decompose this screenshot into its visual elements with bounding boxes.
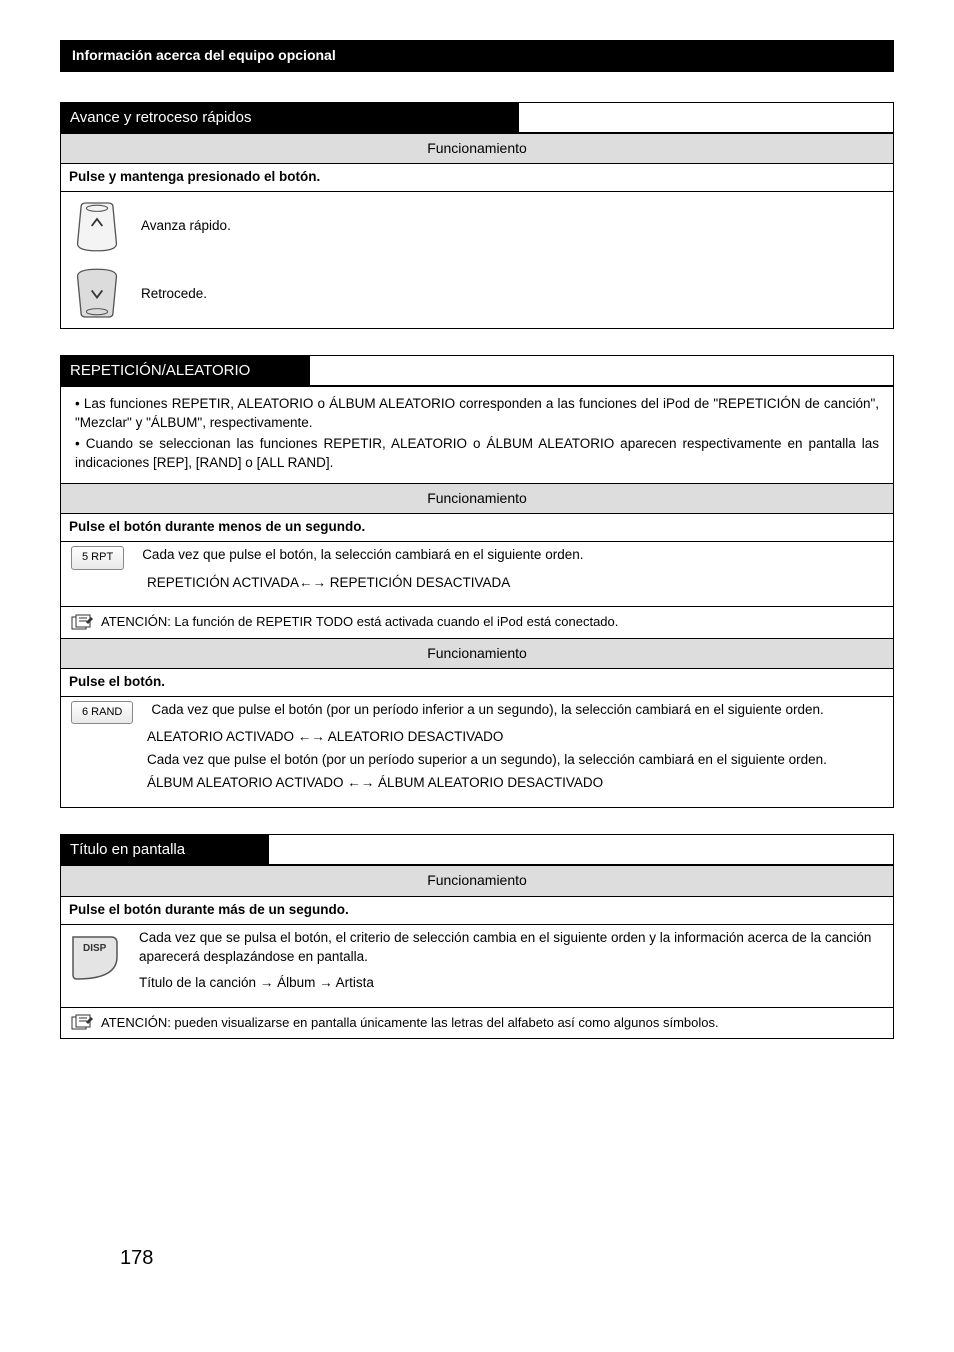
bullet-2: • Cuando se seleccionan las funciones RE… [75, 435, 879, 473]
chapter-header: Información acerca del equipo opcional [60, 40, 894, 72]
rand-desc-3: Cada vez que pulse el botón (por un perí… [147, 751, 883, 770]
spacer [269, 834, 895, 865]
note-icon [71, 614, 93, 632]
page-number: 178 [120, 1244, 153, 1272]
disp-desc-2: Título de la canción → Álbum → Artista [139, 974, 883, 993]
spacer [519, 102, 894, 133]
note-1: ATENCIÓN: La función de REPETIR TODO est… [101, 613, 618, 631]
instruction-3: Pulse el botón durante más de un segundo… [61, 896, 893, 925]
rewind-label: Retrocede. [141, 285, 207, 304]
rpt-desc-1: Cada vez que pulse el botón, la selecció… [142, 546, 883, 565]
section2-title: REPETICIÓN/ALEATORIO [60, 355, 310, 386]
spacer [310, 355, 894, 386]
rand-desc-1: Cada vez que pulse el botón (por un perí… [151, 701, 883, 720]
instruction-2b: Pulse el botón. [61, 668, 893, 697]
note-icon [71, 1014, 93, 1032]
rand-button-icon: 6 RAND [71, 701, 133, 724]
section1-title: Avance y retroceso rápidos [60, 102, 519, 133]
svg-text:DISP: DISP [83, 943, 107, 954]
func-header: Funcionamiento [61, 638, 893, 669]
rpt-desc-2: REPETICIÓN ACTIVADA←→ REPETICIÓN DESACTI… [147, 574, 883, 593]
disp-button-icon: DISP [71, 935, 121, 987]
rpt-button-icon: 5 RPT [71, 546, 124, 569]
rand-desc-2: ALEATORIO ACTIVADO ←→ ALEATORIO DESACTIV… [147, 728, 883, 747]
func-header: Funcionamiento [61, 133, 893, 164]
func-header: Funcionamiento [61, 483, 893, 514]
func-header: Funcionamiento [61, 865, 893, 896]
instruction-1: Pulse y mantenga presionado el botón. [61, 163, 893, 192]
note-2: ATENCIÓN: pueden visualizarse en pantall… [101, 1014, 719, 1032]
down-button-icon [73, 270, 121, 318]
bullet-1: • Las funciones REPETIR, ALEATORIO o ÁLB… [75, 395, 879, 433]
disp-desc-1: Cada vez que se pulsa el botón, el crite… [139, 929, 883, 967]
section3-title: Título en pantalla [60, 834, 269, 865]
rand-desc-4: ÁLBUM ALEATORIO ACTIVADO ←→ ÁLBUM ALEATO… [147, 774, 883, 793]
instruction-2a: Pulse el botón durante menos de un segun… [61, 513, 893, 542]
up-button-icon [73, 202, 121, 250]
forward-label: Avanza rápido. [141, 217, 231, 236]
